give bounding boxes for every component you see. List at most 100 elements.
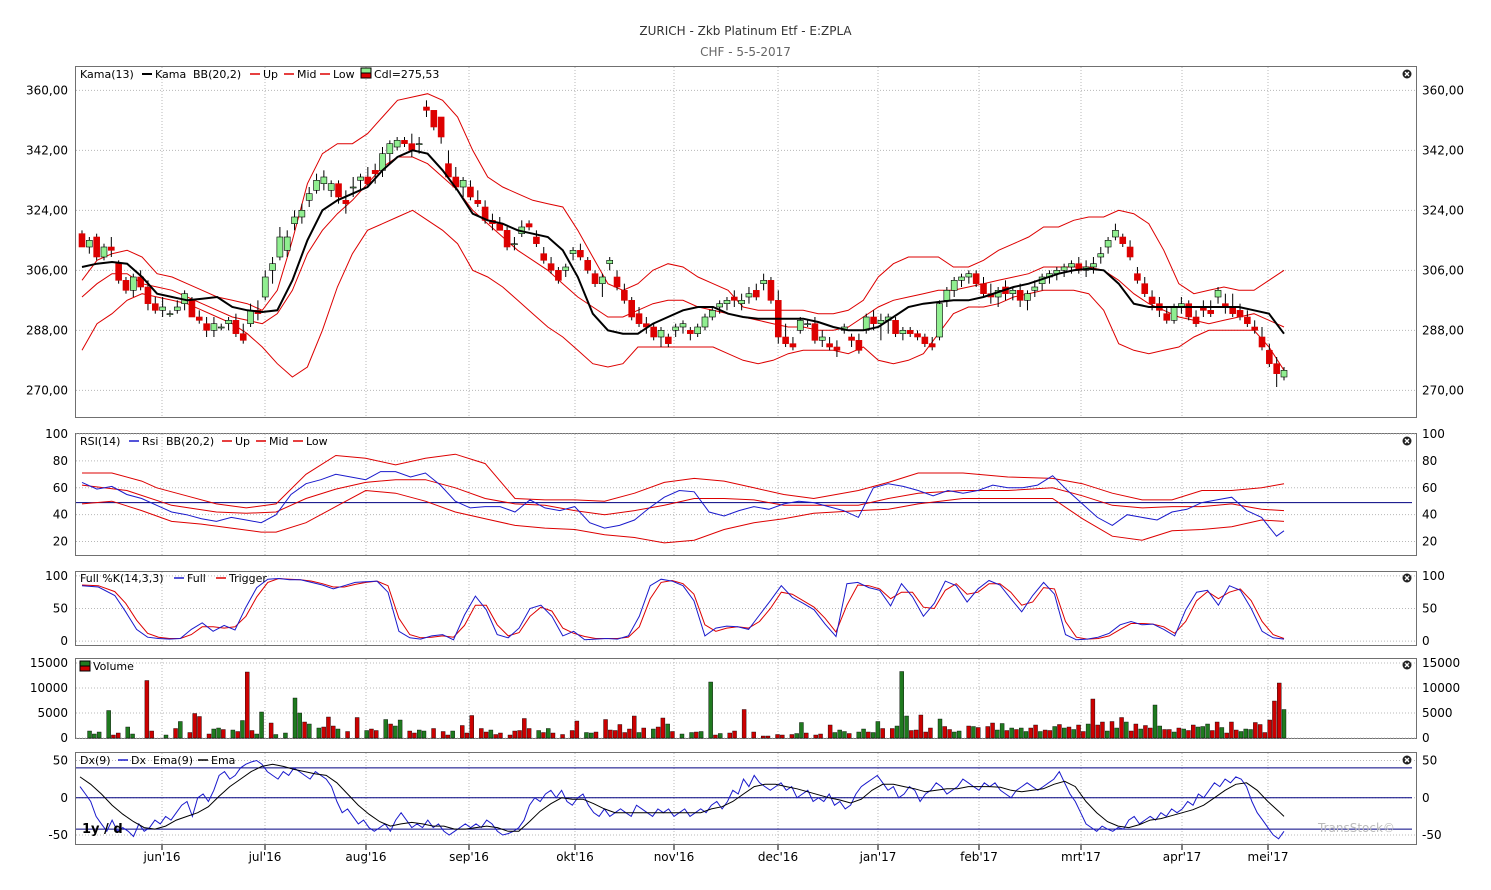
volume-bar — [1281, 709, 1287, 739]
candle-body — [1280, 370, 1288, 378]
candle-body — [481, 206, 489, 221]
volume-bar — [1191, 724, 1196, 739]
volume-bar — [1114, 727, 1119, 739]
xtick-label: apr'17 — [1163, 850, 1201, 864]
xtick-label: jan'17 — [859, 850, 897, 864]
close-icon-volume[interactable] — [1402, 660, 1412, 670]
close-icon-dx[interactable] — [1402, 755, 1412, 765]
volume-bar — [106, 710, 111, 739]
candle-body — [657, 330, 665, 338]
candle-body — [826, 343, 833, 348]
candle-body — [1192, 316, 1200, 324]
close-icon-stoch[interactable] — [1402, 573, 1412, 583]
legend-rsi-bb: BB(20,2) — [166, 435, 214, 448]
candle-body — [166, 313, 174, 315]
volume-bar — [813, 734, 818, 739]
volume-bar — [713, 734, 718, 739]
candle-body — [276, 236, 284, 258]
candle-body — [327, 183, 335, 191]
candle-body — [870, 316, 877, 324]
candle-body — [342, 200, 350, 204]
volume-bar — [412, 732, 417, 739]
candle-body — [1170, 306, 1178, 321]
volume-bar — [464, 732, 470, 739]
volume-bar — [1200, 726, 1205, 739]
candle-body — [100, 246, 108, 258]
volume-bar — [937, 718, 943, 739]
candle-body — [371, 170, 379, 174]
volume-bar — [249, 730, 255, 739]
candle-body — [151, 303, 159, 311]
volume-bar — [1100, 721, 1105, 739]
volume-bar — [283, 732, 288, 739]
rsi-ytick-right: 20 — [1422, 535, 1437, 549]
candle-body — [1060, 266, 1068, 271]
stoch-ytick-right: 100 — [1422, 569, 1445, 583]
volume-bar — [292, 697, 298, 739]
legend-mid: Mid — [297, 68, 317, 81]
xtick-label: sep'16 — [449, 850, 489, 864]
volume-bar — [1085, 723, 1091, 739]
candle-body — [1258, 336, 1266, 348]
candle-body — [364, 176, 372, 184]
volume-bar — [1090, 698, 1096, 739]
legend-rsi-mid: Mid — [269, 435, 289, 448]
candle-body — [1236, 310, 1244, 318]
volume-bar — [818, 733, 823, 739]
candle-body — [122, 280, 130, 291]
volume-bar — [383, 719, 388, 739]
candle-body — [1126, 246, 1134, 258]
candle-body — [1009, 290, 1017, 294]
volume-bar — [483, 731, 489, 739]
volume-bar — [899, 671, 904, 739]
volume-bar — [1057, 724, 1062, 739]
volume-bar — [488, 729, 494, 739]
volume-bar — [345, 731, 350, 739]
volume-bar — [775, 734, 780, 739]
volume-bar — [1019, 727, 1024, 739]
volume-bar — [913, 729, 919, 739]
candle-body — [562, 266, 570, 271]
volume-bar — [1176, 727, 1182, 739]
candle-body — [349, 186, 357, 189]
volume-bar — [1214, 721, 1220, 739]
candle-body — [782, 336, 789, 344]
volume-bar — [1229, 721, 1234, 739]
candle-body — [789, 343, 797, 348]
candle-body — [305, 193, 313, 201]
candle-body — [848, 336, 855, 341]
volume-bar — [761, 735, 766, 739]
volume-bar — [546, 728, 551, 739]
volume-bar — [1023, 731, 1029, 739]
stoch-full-line — [81, 577, 1285, 641]
volume-bar — [947, 729, 952, 739]
volume-bar — [192, 713, 197, 739]
volume-bar — [216, 727, 221, 739]
volume-bar — [1219, 727, 1225, 739]
volume-bar — [541, 732, 546, 739]
volume-bar — [593, 731, 599, 739]
candle-body — [115, 263, 122, 281]
volume-bar — [956, 730, 962, 739]
volume-bar — [1119, 717, 1124, 739]
volume-bar — [297, 712, 302, 739]
candle-body — [459, 180, 467, 188]
volume-bar — [651, 728, 656, 739]
volume-bar — [187, 732, 193, 739]
rsi-bb-mid — [81, 479, 1285, 516]
candle-body — [393, 140, 401, 148]
rsi-line — [81, 471, 1285, 537]
volume-bar — [326, 716, 331, 739]
candle-body — [1090, 263, 1097, 268]
candle-body — [357, 176, 364, 181]
close-icon-price[interactable] — [1402, 69, 1412, 79]
volume-bar — [875, 721, 881, 739]
rsi-ytick-left: 20 — [53, 535, 68, 549]
candle-body — [694, 326, 701, 334]
volume-bar — [627, 728, 632, 739]
price-legend: Kama(13) Kama BB(20,2) Up Mid Low Cdl=27… — [80, 67, 439, 81]
volume-bar — [431, 728, 436, 739]
close-icon-rsi[interactable] — [1402, 436, 1412, 446]
candle-body — [731, 296, 738, 301]
candle-body — [1097, 253, 1105, 258]
